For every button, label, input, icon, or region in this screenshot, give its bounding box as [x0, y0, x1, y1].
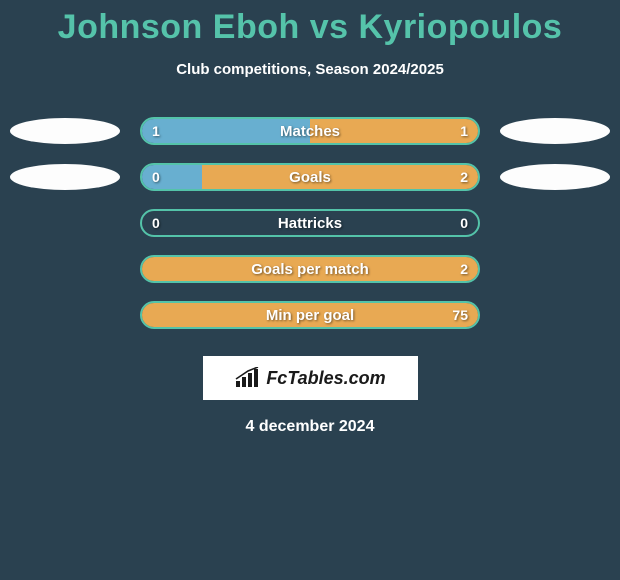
player1-marker	[10, 164, 120, 190]
comparison-subtitle: Club competitions, Season 2024/2025	[0, 61, 620, 78]
branding-box: FcTables.com	[203, 356, 418, 400]
stat-value-player2: 2	[460, 165, 468, 189]
player1-name: Johnson Eboh	[58, 8, 300, 46]
player2-marker	[500, 118, 610, 144]
bar-column: 0Goals2	[120, 163, 500, 191]
stat-bar: Min per goal75	[140, 301, 480, 329]
snapshot-date: 4 december 2024	[0, 418, 620, 436]
player2-marker	[500, 164, 610, 190]
chart-logo-icon	[234, 367, 260, 389]
player1-marker	[10, 118, 120, 144]
comparison-chart: 1Matches10Goals20Hattricks0Goals per mat…	[0, 108, 620, 338]
stat-bar: Goals per match2	[140, 255, 480, 283]
bar-column: Min per goal75	[120, 301, 500, 329]
stat-label: Goals per match	[142, 257, 478, 281]
stat-bar: 0Goals2	[140, 163, 480, 191]
stat-label: Min per goal	[142, 303, 478, 327]
bar-column: 0Hattricks0	[120, 209, 500, 237]
stat-value-player2: 1	[460, 119, 468, 143]
comparison-title: Johnson Eboh vs Kyriopoulos	[0, 0, 620, 47]
stat-bar: 0Hattricks0	[140, 209, 480, 237]
stat-value-player2: 75	[452, 303, 468, 327]
title-vs: vs	[310, 8, 349, 46]
stat-row: 0Goals2	[10, 154, 610, 200]
stat-row: 0Hattricks0	[10, 200, 610, 246]
player2-name: Kyriopoulos	[358, 8, 562, 46]
stat-label: Hattricks	[142, 211, 478, 235]
brand-text: FcTables.com	[266, 368, 385, 389]
stat-label: Goals	[142, 165, 478, 189]
stat-bar: 1Matches1	[140, 117, 480, 145]
bar-column: 1Matches1	[120, 117, 500, 145]
stat-row: Goals per match2	[10, 246, 610, 292]
stat-row: 1Matches1	[10, 108, 610, 154]
stat-row: Min per goal75	[10, 292, 610, 338]
stat-label: Matches	[142, 119, 478, 143]
stat-value-player2: 0	[460, 211, 468, 235]
stat-value-player2: 2	[460, 257, 468, 281]
bar-column: Goals per match2	[120, 255, 500, 283]
